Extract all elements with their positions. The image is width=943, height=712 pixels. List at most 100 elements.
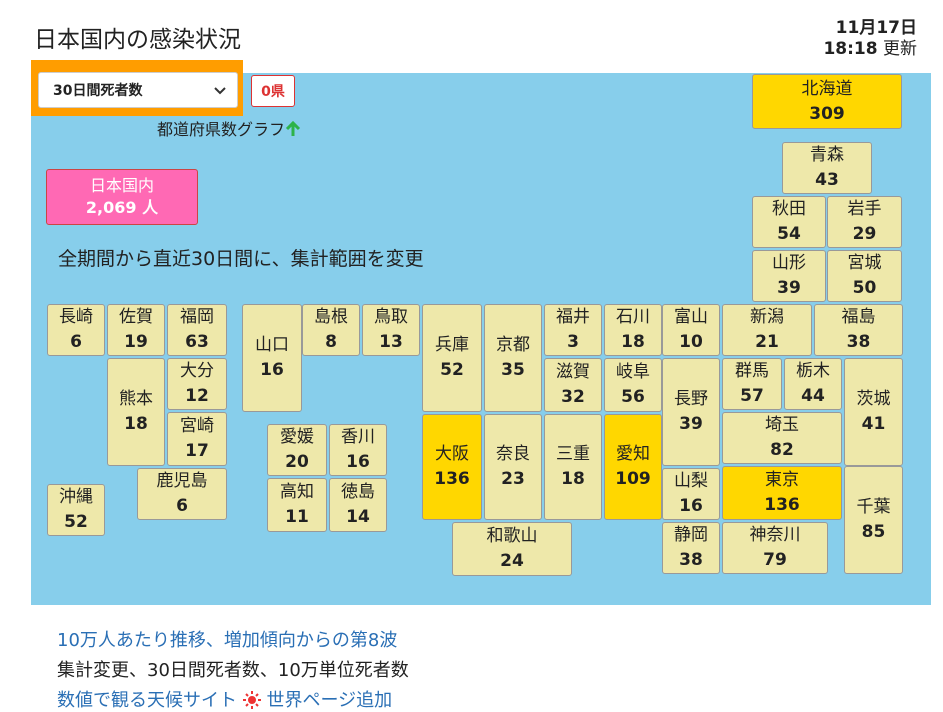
- prefecture-tile[interactable]: 長崎 6: [47, 304, 105, 356]
- prefecture-name: 新潟: [750, 307, 784, 327]
- metric-selector[interactable]: 30日間死者数: [38, 72, 238, 108]
- prefecture-tile[interactable]: 滋賀 32: [544, 358, 602, 412]
- prefecture-tile[interactable]: 山口 16: [242, 304, 302, 412]
- prefecture-tile[interactable]: 徳島 14: [329, 478, 387, 532]
- prefecture-name: 東京: [765, 470, 799, 490]
- prefecture-value: 109: [615, 469, 651, 489]
- footer-link[interactable]: 数値で観る天候サイト 世界ページ追加: [57, 686, 392, 712]
- prefecture-tile[interactable]: 茨城 41: [844, 358, 903, 466]
- graph-link-text: 都道府県数グラフ: [157, 120, 286, 139]
- prefecture-tile[interactable]: 富山 10: [662, 304, 720, 356]
- prefecture-tile[interactable]: 静岡 38: [662, 522, 720, 574]
- prefecture-name: 大分: [180, 361, 214, 381]
- prefecture-name: 福岡: [180, 307, 214, 327]
- footer-link[interactable]: 10万人あたり推移、増加傾向からの第8波: [57, 630, 398, 651]
- prefecture-tile[interactable]: 岩手 29: [827, 196, 902, 248]
- prefecture-tile[interactable]: 福岡 63: [167, 304, 227, 356]
- prefecture-value: 11: [285, 507, 309, 527]
- prefecture-value: 18: [621, 332, 645, 352]
- prefecture-name: 大阪: [435, 444, 469, 464]
- prefecture-value: 6: [176, 496, 188, 516]
- prefecture-tile[interactable]: 和歌山 24: [452, 522, 572, 576]
- chevron: [214, 87, 226, 95]
- prefecture-tile[interactable]: 香川 16: [329, 424, 387, 476]
- prefecture-tile[interactable]: 長野 39: [662, 358, 720, 466]
- prefecture-tile[interactable]: 島根 8: [302, 304, 360, 356]
- prefecture-value: 54: [777, 224, 801, 244]
- prefecture-tile[interactable]: 熊本 18: [107, 358, 165, 466]
- prefecture-tile[interactable]: 東京 136: [722, 466, 842, 520]
- prefecture-value: 18: [561, 469, 585, 489]
- prefecture-tile[interactable]: 宮城 50: [827, 250, 902, 302]
- prefecture-name: 佐賀: [119, 307, 153, 327]
- prefecture-tile[interactable]: 神奈川 79: [722, 522, 828, 574]
- prefecture-name: 千葉: [856, 497, 891, 517]
- prefecture-value: 43: [815, 170, 839, 190]
- prefecture-name: 山口: [255, 335, 289, 355]
- prefecture-tile[interactable]: 大阪 136: [422, 414, 482, 520]
- prefecture-tile[interactable]: 高知 11: [267, 478, 327, 532]
- prefecture-tile[interactable]: 大分 12: [167, 358, 227, 410]
- prefecture-tile[interactable]: 奈良 23: [484, 414, 542, 520]
- prefecture-name: 青森: [810, 145, 844, 165]
- date-text: 11月17日: [835, 18, 917, 38]
- prefecture-tile[interactable]: 福島 38: [814, 304, 903, 356]
- prefecture-tile[interactable]: 京都 35: [484, 304, 542, 412]
- prefecture-tile[interactable]: 山形 39: [752, 250, 826, 302]
- prefecture-tile[interactable]: 青森 43: [782, 142, 872, 194]
- prefecture-tile[interactable]: 石川 18: [604, 304, 662, 356]
- prefecture-name: 福島: [841, 307, 876, 327]
- prefecture-value: 136: [434, 469, 470, 489]
- prefecture-value: 85: [861, 522, 886, 542]
- prefecture-name: 福井: [556, 307, 590, 327]
- prefecture-name: 島根: [314, 307, 348, 327]
- prefecture-tile[interactable]: 愛知 109: [604, 414, 662, 520]
- prefecture-tile[interactable]: 愛媛 20: [267, 424, 327, 476]
- prefecture-name: 香川: [341, 427, 375, 447]
- prefecture-value: 136: [764, 495, 800, 515]
- prefecture-name: 徳島: [341, 482, 375, 502]
- prefecture-tile[interactable]: 千葉 85: [844, 466, 903, 574]
- prefecture-tile[interactable]: 鳥取 13: [362, 304, 420, 356]
- prefecture-name: 三重: [556, 444, 590, 464]
- prefecture-name: 沖縄: [59, 487, 93, 507]
- prefecture-tile[interactable]: 秋田 54: [752, 196, 826, 248]
- prefecture-tile[interactable]: 佐賀 19: [107, 304, 165, 356]
- prefecture-value: 39: [777, 278, 801, 298]
- prefecture-name: 北海道: [801, 78, 853, 99]
- date: 11月17日: [823, 18, 917, 39]
- prefecture-tile[interactable]: 沖縄 52: [47, 484, 105, 536]
- prefecture-value: 41: [861, 414, 886, 434]
- link-text: 数値で観る天候サイト: [57, 690, 237, 711]
- prefecture-name: 宮崎: [180, 416, 214, 436]
- page-title: 日本国内の感染状況: [34, 27, 241, 53]
- prefecture-value: 82: [770, 440, 794, 460]
- prefecture-tile[interactable]: 群馬 57: [722, 358, 782, 410]
- prefecture-tile[interactable]: 山梨 16: [662, 468, 720, 520]
- prefecture-value: 79: [763, 550, 787, 570]
- prefecture-name: 熊本: [119, 389, 153, 409]
- prefecture-tile[interactable]: 岐阜 56: [604, 358, 662, 412]
- prefecture-value: 12: [185, 386, 209, 406]
- prefecture-tile[interactable]: 埼玉 82: [722, 412, 842, 464]
- prefecture-tile[interactable]: 兵庫 52: [422, 304, 482, 412]
- prefecture-value: 39: [679, 414, 703, 434]
- national-box[interactable]: 日本国内 2,069 人: [46, 169, 198, 225]
- prefecture-value: 13: [379, 332, 403, 352]
- prefecture-name: 鹿児島: [156, 471, 208, 491]
- prefecture-value: 10: [679, 332, 703, 352]
- prefecture-name: 京都: [496, 335, 530, 355]
- pref-count-button[interactable]: 0県: [251, 75, 295, 107]
- prefecture-value: 38: [679, 550, 703, 570]
- prefecture-tile[interactable]: 三重 18: [544, 414, 602, 520]
- prefecture-value: 8: [325, 332, 337, 352]
- prefecture-tile[interactable]: 北海道 309: [752, 74, 902, 129]
- prefecture-tile[interactable]: 新潟 21: [722, 304, 812, 356]
- prefecture-tile[interactable]: 福井 3: [544, 304, 602, 356]
- graph-link[interactable]: 都道府県数グラフ: [157, 116, 301, 140]
- prefecture-tile[interactable]: 宮崎 17: [167, 412, 227, 466]
- prefecture-tile[interactable]: 鹿児島 6: [137, 468, 227, 520]
- time-row: 18:18 更新: [823, 39, 917, 60]
- prefecture-tile[interactable]: 栃木 44: [784, 358, 842, 410]
- prefecture-value: 309: [809, 103, 845, 124]
